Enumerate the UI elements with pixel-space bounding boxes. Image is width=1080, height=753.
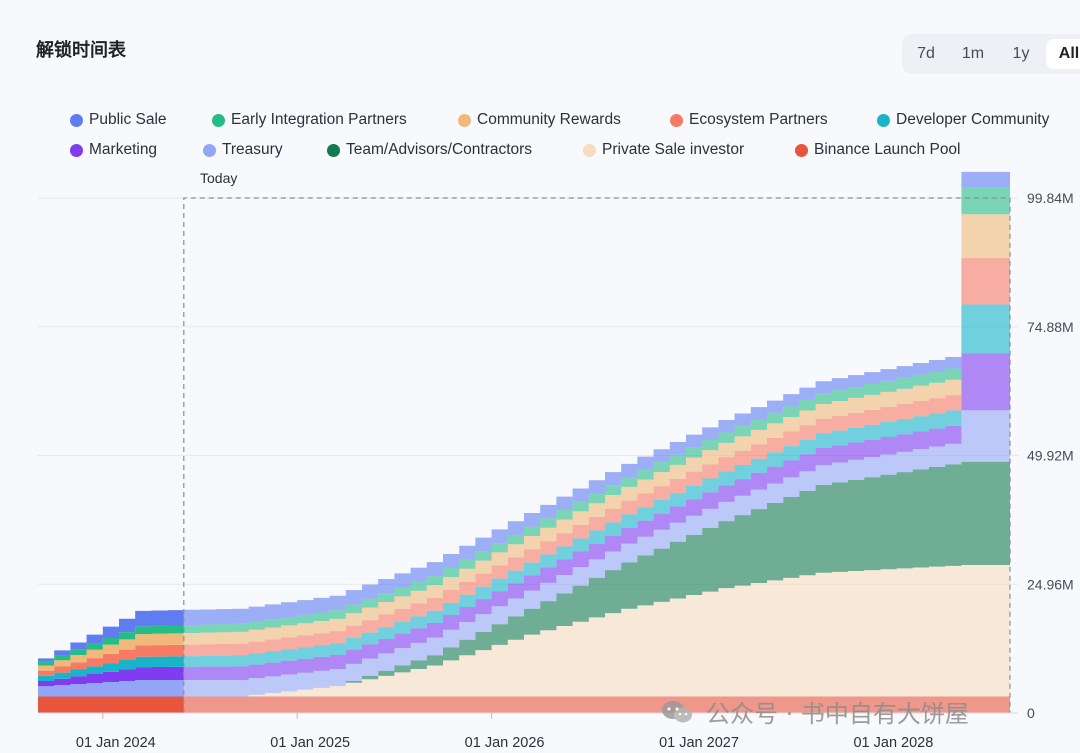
chart-legend: Public Sale Early Integration Partners Com… [0, 0, 1080, 170]
x-tick-label: 01 Jan 2027 [659, 735, 739, 751]
x-tick-label: 01 Jan 2024 [76, 735, 156, 751]
area-series-binance-launch-pool-projected [183, 696, 1010, 713]
legend-label: Marketing [89, 141, 158, 158]
page-title: 解锁时间表 [36, 40, 126, 61]
legend-item[interactable]: Community Rewards [458, 111, 621, 129]
legend-swatch [70, 113, 83, 127]
legend-swatch [795, 143, 808, 157]
range-button-7d[interactable]: 7d [917, 45, 935, 62]
legend-label: Team/Advisors/Contractors [346, 141, 533, 158]
legend-label: Private Sale investor [602, 141, 745, 158]
legend-swatch [877, 113, 890, 127]
legend-item[interactable]: Marketing [70, 141, 157, 159]
today-marker [183, 197, 1011, 713]
area-series-binance-launch-pool [38, 696, 184, 713]
legend-swatch [70, 143, 83, 157]
area-series-marketing [38, 666, 184, 687]
legend-swatch [670, 113, 683, 127]
y-tick-label: 49.92M [1027, 448, 1074, 464]
area-series-community-rewards [38, 632, 184, 671]
range-button-1m[interactable]: 1m [961, 45, 985, 62]
time-range-selector: 7d 1m 1y All [902, 34, 1080, 74]
area-series-team-advisors-contractors-projected [183, 461, 1010, 697]
wechat-icon [662, 700, 692, 722]
y-tick-label: 24.96M [1027, 576, 1074, 592]
x-tick-label: 01 Jan 2026 [465, 735, 545, 751]
legend-label: Ecosystem Partners [689, 111, 828, 128]
x-tick-label: 01 Jan 2028 [853, 735, 933, 751]
legend-swatch [203, 143, 216, 157]
legend-item[interactable]: Early Integration Partners [212, 111, 407, 129]
legend-item[interactable]: Binance Launch Pool [795, 141, 961, 159]
legend-item[interactable]: Ecosystem Partners [670, 111, 828, 129]
legend-label: Treasury [222, 141, 283, 158]
area-series-treasury-projected [183, 410, 1010, 697]
x-tick-label: 01 Jan 2025 [270, 735, 350, 751]
legend-swatch [212, 113, 225, 127]
legend-item[interactable]: Treasury [203, 141, 283, 159]
range-button-all[interactable]: All [1046, 39, 1080, 69]
legend-item[interactable]: Public Sale [70, 111, 167, 129]
watermark: 公众号 · 书中自有大饼屋 [660, 694, 969, 729]
legend-swatch [458, 113, 471, 127]
area-series-developer-community [38, 656, 184, 682]
area-series-private-sale-investor-projected [183, 564, 1010, 697]
y-tick-label: 74.88M [1027, 319, 1074, 335]
legend-label: Developer Community [896, 111, 1050, 128]
legend-label: Community Rewards [477, 111, 621, 128]
area-series-ecosystem-partners [38, 644, 184, 676]
range-button-1y[interactable]: 1y [1012, 45, 1030, 62]
watermark-text: 公众号 · 书中自有大饼屋 [706, 700, 969, 728]
legend-swatch [583, 143, 596, 157]
legend-label: Public Sale [89, 111, 167, 128]
area-series-public-sale [38, 609, 184, 662]
legend-item[interactable]: Team/Advisors/Contractors [327, 141, 532, 159]
legend-swatch [327, 143, 340, 157]
legend-item[interactable]: Private Sale investor [583, 141, 744, 159]
legend-item[interactable]: Developer Community [877, 111, 1049, 129]
today-label: Today [200, 170, 238, 186]
area-series-early-integration-partners [38, 625, 184, 666]
y-tick-label: 0 [1027, 705, 1035, 721]
legend-label: Binance Launch Pool [814, 141, 961, 158]
legend-label: Early Integration Partners [231, 111, 407, 128]
y-tick-label: 99.84M [1027, 190, 1074, 206]
